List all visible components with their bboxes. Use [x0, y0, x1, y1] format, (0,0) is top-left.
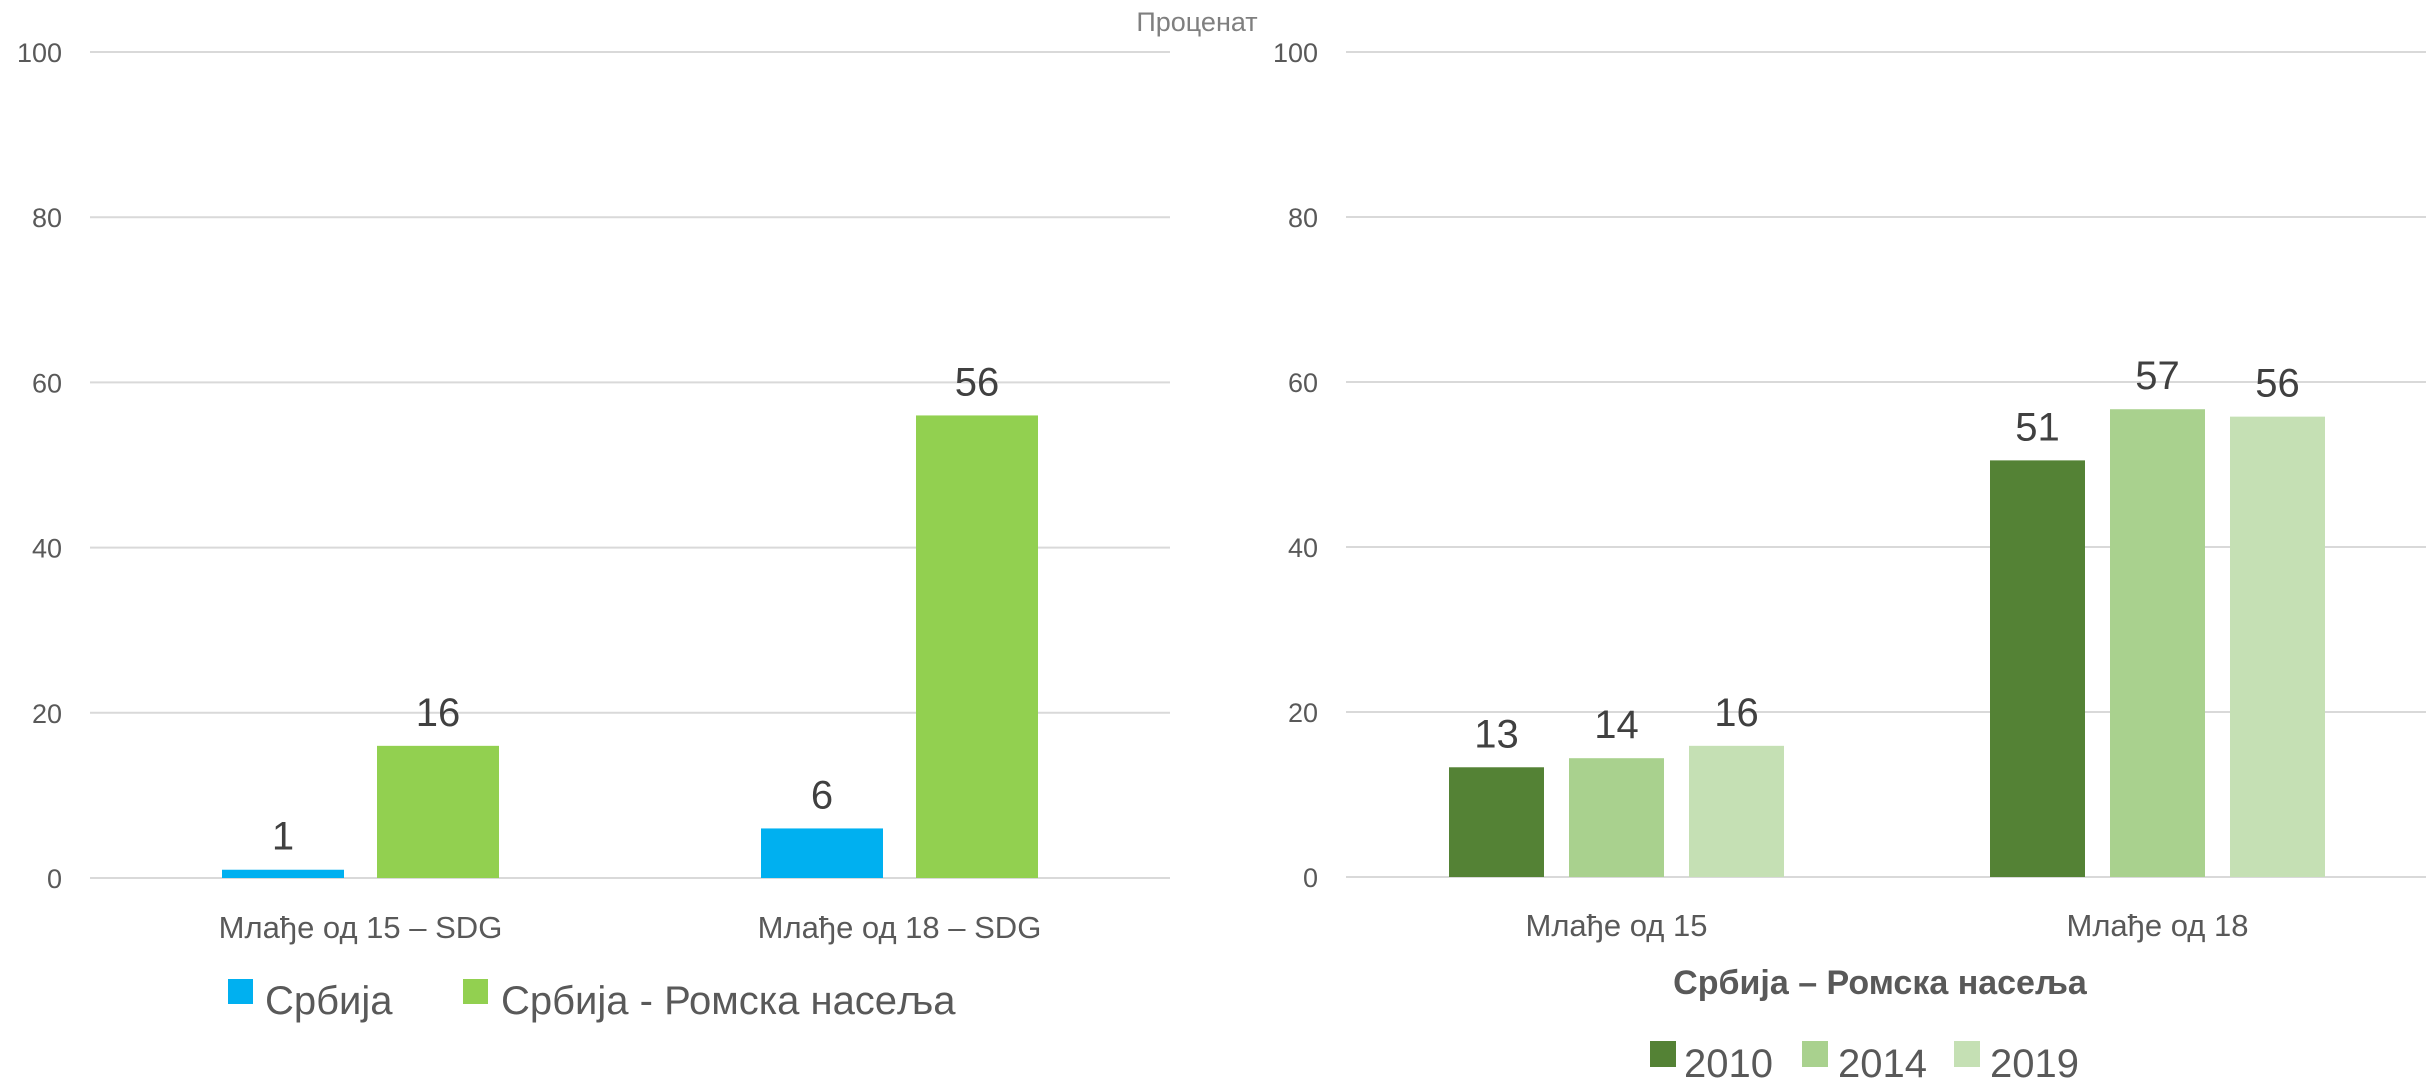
- legend-swatch: [1650, 1041, 1676, 1067]
- data-label: 1: [272, 815, 294, 859]
- chart-left: 0 20 40 60 80 100 1 16 Млађе од 15 – SDG 6 56 Млађе…: [17, 38, 1170, 1023]
- bar: [1689, 745, 1784, 877]
- y-tick-label: 100: [17, 38, 62, 68]
- data-label: 57: [2135, 354, 2180, 398]
- y-tick-label: 40: [1288, 533, 1318, 563]
- bar: [377, 745, 499, 878]
- y-tick-label: 20: [32, 699, 62, 729]
- legend-label: Србија - Ромска насеља: [501, 979, 956, 1023]
- y-tick-label: 60: [32, 368, 62, 398]
- bar: [916, 415, 1038, 878]
- x-category-label: Млађе од 18 – SDG: [758, 910, 1042, 945]
- legend-label: 2010: [1684, 1042, 1773, 1083]
- y-axis-unit-label: Проценат: [1136, 7, 1257, 37]
- legend-swatch: [463, 979, 488, 1004]
- y-tick-label: 80: [32, 203, 62, 233]
- bar: [761, 828, 883, 878]
- y-tick-label: 60: [1288, 368, 1318, 398]
- y-tick-label: 100: [1273, 38, 1318, 68]
- x-category-label: Млађе од 15: [1526, 908, 1708, 943]
- data-label: 56: [955, 360, 1000, 404]
- chart-right: 0 20 40 60 80 100 13 14 16 Млађе од 15 51 57 56 Млађе…: [1273, 38, 2426, 1083]
- legend-swatch: [228, 979, 253, 1004]
- chart-subtitle: Србија – Ромска насеља: [1673, 964, 2088, 1002]
- data-label: 6: [811, 773, 833, 817]
- legend-label: 2019: [1990, 1042, 2079, 1083]
- data-label: 14: [1594, 703, 1639, 747]
- bar: [2110, 409, 2205, 877]
- x-category-label: Млађе од 15 – SDG: [219, 910, 503, 945]
- bar: [222, 869, 344, 878]
- data-label: 51: [2015, 405, 2060, 449]
- bar: [1569, 758, 1664, 877]
- y-tick-label: 0: [1303, 863, 1318, 893]
- bar: [1990, 460, 2085, 877]
- data-label: 56: [2255, 362, 2300, 406]
- data-label: 16: [1714, 691, 1759, 735]
- bar: [2230, 416, 2325, 877]
- data-label: 16: [416, 691, 461, 735]
- data-label: 13: [1474, 712, 1519, 756]
- bar: [1449, 767, 1544, 877]
- x-category-label: Млађе од 18: [2067, 908, 2249, 943]
- y-tick-label: 20: [1288, 698, 1318, 728]
- legend-swatch: [1802, 1041, 1828, 1067]
- legend-swatch: [1954, 1041, 1980, 1067]
- y-tick-label: 0: [47, 864, 62, 894]
- legend-label: Србија: [265, 979, 393, 1023]
- y-tick-label: 40: [32, 534, 62, 564]
- legend-label: 2014: [1838, 1042, 1927, 1083]
- y-tick-label: 80: [1288, 203, 1318, 233]
